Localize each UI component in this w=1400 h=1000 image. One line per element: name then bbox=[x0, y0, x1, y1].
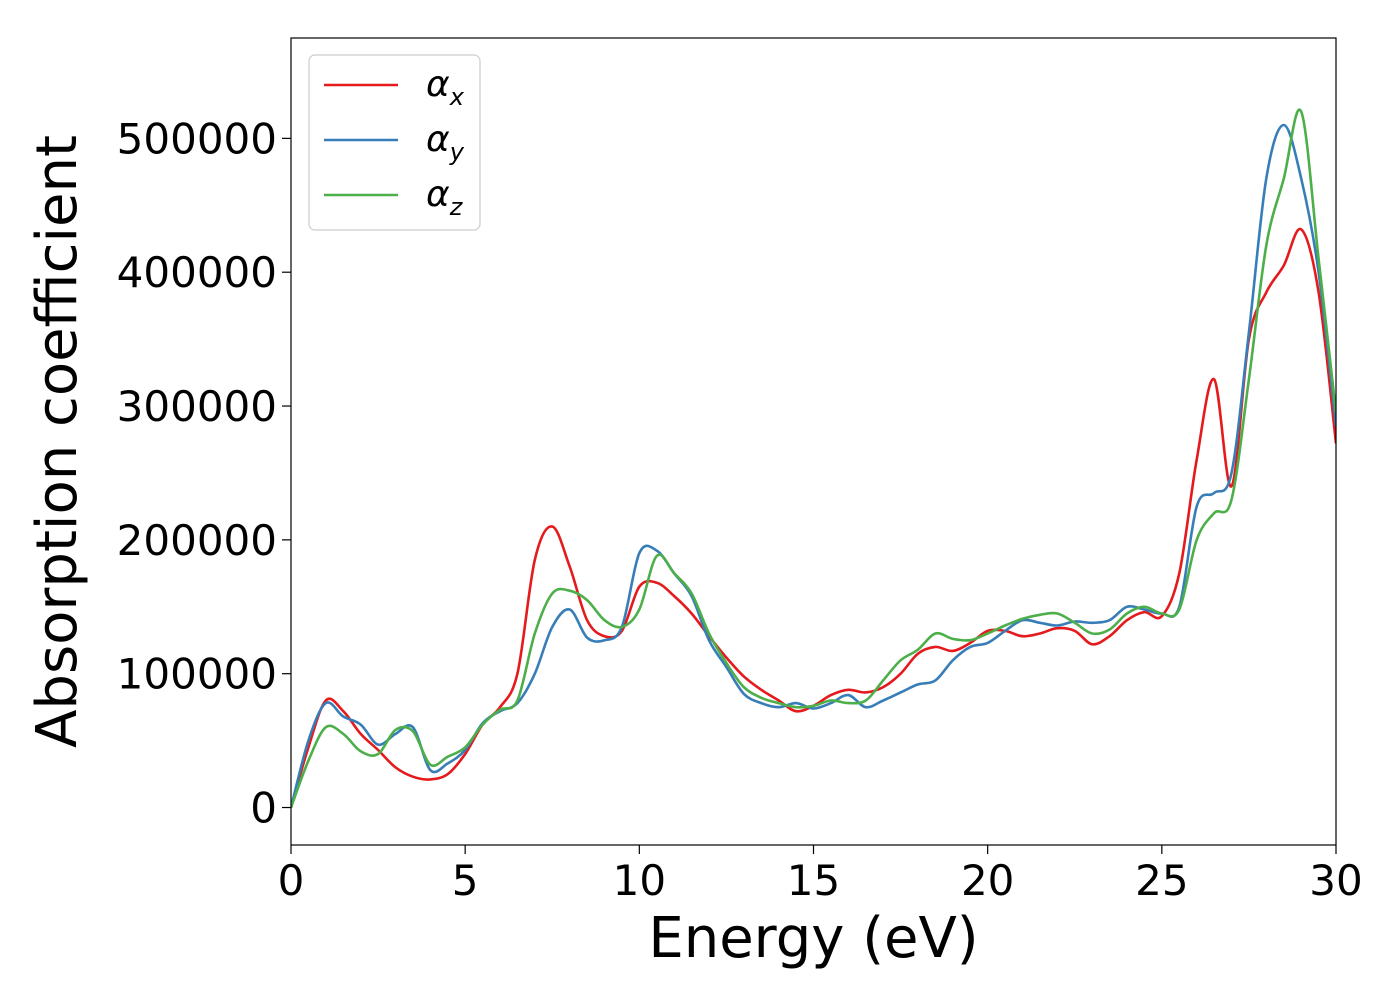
x-tick-label: 10 bbox=[613, 856, 666, 905]
y-axis-label: Absorption coefficient bbox=[25, 135, 90, 748]
y-tick-label: 100000 bbox=[117, 650, 277, 699]
legend-box bbox=[308, 54, 481, 231]
x-tick-label: 15 bbox=[787, 856, 840, 905]
x-tick-label: 30 bbox=[1309, 856, 1362, 905]
y-axis: 0 100000 200000 300000 400000 500000 bbox=[117, 114, 291, 833]
x-axis: 0 5 10 15 20 25 30 bbox=[278, 845, 1363, 905]
series-layer bbox=[291, 108, 1336, 808]
y-tick-label: 300000 bbox=[117, 382, 277, 431]
x-tick-label: 5 bbox=[452, 856, 479, 905]
series-line-x bbox=[291, 227, 1336, 808]
x-axis-label: Energy (eV) bbox=[648, 906, 978, 971]
x-tick-label: 0 bbox=[278, 856, 305, 905]
y-tick-label: 500000 bbox=[117, 114, 277, 163]
x-tick-label: 25 bbox=[1135, 856, 1188, 905]
y-tick-label: 400000 bbox=[117, 248, 277, 297]
x-tick-label: 20 bbox=[961, 856, 1014, 905]
series-line-z bbox=[291, 108, 1336, 808]
y-tick-label: 0 bbox=[250, 784, 277, 833]
y-tick-label: 200000 bbox=[117, 516, 277, 565]
